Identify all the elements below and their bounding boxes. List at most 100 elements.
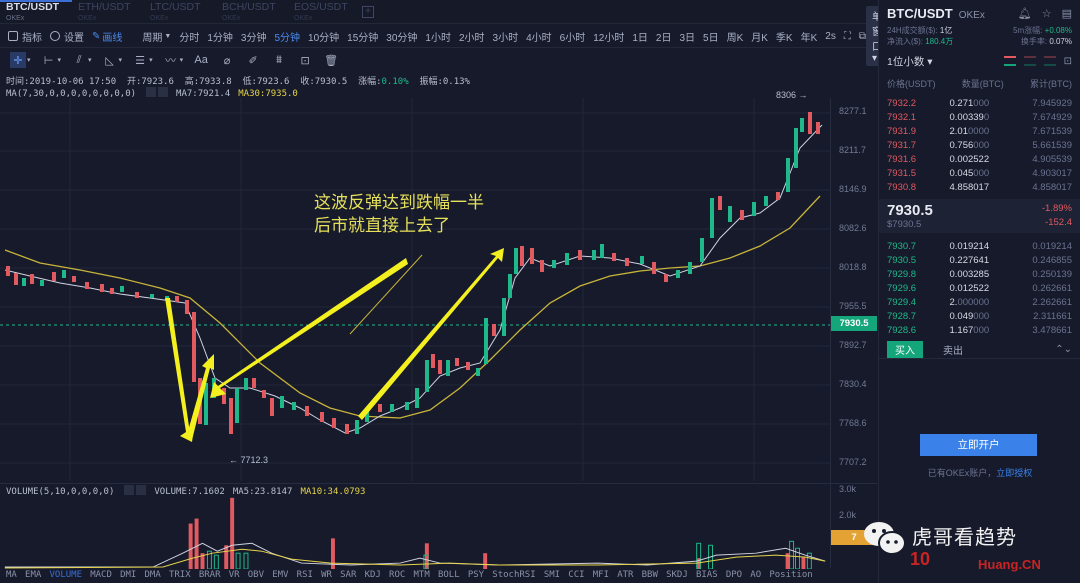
ask-row[interactable]: 7932.1 0.003390 7.674929: [887, 110, 1072, 124]
interval-5[interactable]: 15分钟: [347, 32, 379, 44]
brush-tool-icon[interactable]: ✐: [248, 54, 258, 67]
interval-20[interactable]: 年K: [800, 32, 818, 44]
ask-row[interactable]: 7931.7 0.756000 5.661539: [887, 138, 1072, 152]
bid-row[interactable]: 7929.4 2.000000 2.262661: [887, 295, 1072, 309]
authorize-link[interactable]: 立即授权: [996, 468, 1033, 478]
indicator-atr[interactable]: ATR: [617, 570, 634, 580]
ask-row[interactable]: 7931.6 0.002522 4.905539: [887, 152, 1072, 166]
caret-down-icon[interactable]: ▾: [179, 57, 184, 64]
interval-18[interactable]: 月K: [751, 32, 768, 44]
indicator-psy[interactable]: PSY: [467, 570, 485, 580]
crosshair-tool-icon[interactable]: ✛: [10, 52, 26, 68]
interval-1[interactable]: 1分钟: [207, 32, 233, 44]
parallel-lines-tool-icon[interactable]: ⫽: [76, 53, 82, 66]
indicator-rsi[interactable]: RSI: [296, 570, 313, 580]
caret-down-icon[interactable]: ▾: [118, 57, 123, 64]
indicator-vr[interactable]: VR: [228, 570, 240, 580]
interval-8[interactable]: 2小时: [458, 32, 485, 44]
bid-row[interactable]: 7928.7 0.049000 2.311661: [887, 309, 1072, 323]
lock-tool-icon[interactable]: ⊡: [300, 54, 310, 67]
bid-row[interactable]: 7928.6 1.167000 3.478661: [887, 323, 1072, 337]
indicator-ma[interactable]: MA: [6, 570, 17, 580]
indicator-wr[interactable]: WR: [321, 570, 332, 580]
indicator-kdj[interactable]: KDJ: [364, 570, 381, 580]
fullscreen-icon[interactable]: ⛶: [843, 30, 851, 42]
indicator-roc[interactable]: ROC: [389, 570, 406, 580]
book-both-icon[interactable]: [1003, 56, 1016, 66]
interval-6[interactable]: 30分钟: [386, 32, 418, 44]
price-axis[interactable]: 8277.1 8211.7 8146.9 8082.6 8018.8 7955.…: [830, 98, 877, 568]
indicator-mfi[interactable]: MFI: [592, 570, 609, 580]
indicator-boll[interactable]: BOLL: [437, 570, 460, 580]
period-dropdown[interactable]: 周期 ▼: [142, 29, 171, 44]
open-account-button[interactable]: 立即开户: [920, 434, 1037, 456]
ask-row[interactable]: 7930.8 4.858017 4.858017: [887, 180, 1072, 194]
interval-9[interactable]: 3小时: [492, 32, 519, 44]
decimals-dropdown[interactable]: 1位小数 ▾: [887, 56, 933, 68]
settings-icon[interactable]: [124, 485, 135, 495]
tab-ltc-usdt[interactable]: LTC/USDT OKEx: [144, 0, 216, 23]
indicator-bbw[interactable]: BBW: [641, 570, 658, 580]
ask-row[interactable]: 7931.5 0.045000 4.903017: [887, 166, 1072, 180]
indicators-button[interactable]: 指标: [8, 29, 42, 44]
indicator-dpo[interactable]: DPO: [725, 570, 743, 580]
interval-7[interactable]: 1小时: [425, 32, 451, 44]
tab-eos-usdt[interactable]: EOS/USDT OKEx: [288, 0, 360, 23]
indicator-brar[interactable]: BRAR: [198, 570, 221, 580]
interval-16[interactable]: 5日: [703, 32, 719, 44]
interval-13[interactable]: 1日: [632, 32, 648, 44]
expand-icon[interactable]: ⊡: [1063, 56, 1072, 67]
book-bids-icon[interactable]: [1023, 56, 1036, 66]
add-tab-button[interactable]: +: [362, 6, 374, 18]
interval-17[interactable]: 周K: [726, 32, 744, 44]
indicator-sar[interactable]: SAR: [340, 570, 357, 580]
indicator-mtm[interactable]: MTM: [413, 570, 430, 580]
interval-3[interactable]: 5分钟: [274, 32, 301, 44]
settings-icon[interactable]: [146, 87, 157, 97]
indicator-smi[interactable]: SMI: [543, 570, 561, 580]
indicator-ao[interactable]: AO: [750, 570, 762, 580]
candlestick-chart[interactable]: [0, 98, 830, 481]
ruler-tool-icon[interactable]: ⌀: [223, 54, 231, 67]
interval-4[interactable]: 10分钟: [308, 32, 340, 44]
indicator-bias[interactable]: BIAS: [695, 570, 718, 580]
caret-down-icon[interactable]: ▾: [27, 57, 31, 64]
trash-icon[interactable]: 🗑: [324, 54, 339, 67]
tab-btc-usdt[interactable]: BTC/USDT OKEx: [0, 0, 72, 23]
indicator-cci[interactable]: CCI: [568, 570, 585, 580]
buy-tab[interactable]: 买入: [887, 341, 923, 358]
tab-eth-usdt[interactable]: ETH/USDT OKEx: [72, 0, 144, 23]
fib-levels-tool-icon[interactable]: ☰: [135, 54, 145, 67]
close-icon[interactable]: [158, 87, 169, 97]
settings-button[interactable]: 设置: [50, 29, 84, 44]
indicator-volume[interactable]: VOLUME: [49, 570, 82, 580]
ask-row[interactable]: 7932.2 0.271000 7.945929: [887, 96, 1072, 110]
wave-tool-icon[interactable]: 〰: [165, 55, 177, 67]
bid-row[interactable]: 7930.7 0.019214 0.019214: [887, 239, 1072, 253]
caret-down-icon[interactable]: ▾: [88, 57, 92, 64]
book-asks-icon[interactable]: [1043, 56, 1056, 66]
indicator-stochrsi[interactable]: StochRSI: [492, 570, 536, 580]
interval-21[interactable]: 2s: [825, 30, 836, 42]
indicator-dma[interactable]: DMA: [144, 570, 161, 580]
star-icon[interactable]: ☆: [1041, 8, 1052, 20]
tab-bch-usdt[interactable]: BCH/USDT OKEx: [216, 0, 288, 23]
interval-15[interactable]: 3日: [679, 32, 696, 44]
bid-row[interactable]: 7929.6 0.012522 0.262661: [887, 281, 1072, 295]
bell-icon[interactable]: 🔔︎: [1017, 8, 1032, 20]
indicator-position[interactable]: Position: [769, 570, 813, 580]
close-icon[interactable]: [136, 485, 147, 495]
caret-down-icon[interactable]: ▾: [149, 57, 153, 64]
ask-row[interactable]: 7931.9 2.010000 7.671539: [887, 124, 1072, 138]
bid-row[interactable]: 7930.5 0.227641 0.246855: [887, 253, 1072, 267]
draw-button[interactable]: ✎ 画线: [92, 29, 122, 44]
indicator-ema[interactable]: EMA: [25, 570, 42, 580]
horizontal-line-tool-icon[interactable]: ⊢: [43, 54, 54, 67]
interval-14[interactable]: 2日: [655, 32, 672, 44]
sell-tab[interactable]: 卖出: [943, 346, 963, 357]
indicator-obv[interactable]: OBV: [247, 570, 265, 580]
interval-0[interactable]: 分时: [179, 32, 200, 44]
collapse-icon[interactable]: ⌃⌄: [1055, 344, 1072, 355]
caret-down-icon[interactable]: ▾: [57, 57, 62, 64]
bid-row[interactable]: 7929.8 0.003285 0.250139: [887, 267, 1072, 281]
